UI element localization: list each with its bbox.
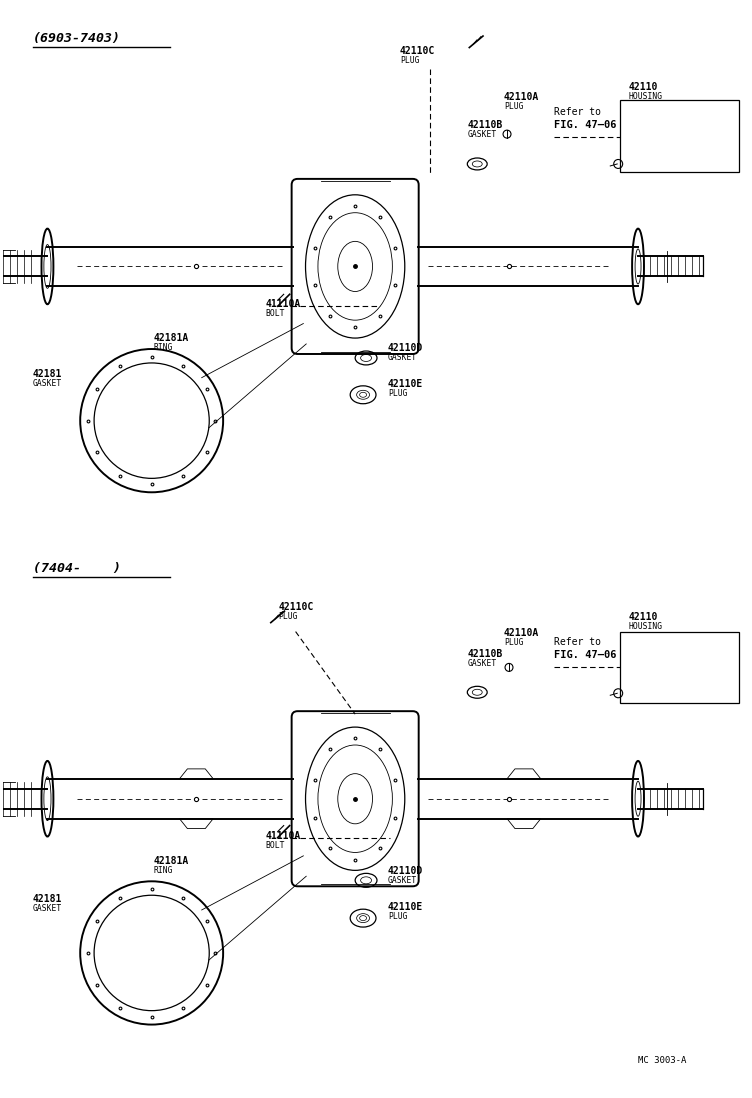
Text: RING: RING [153, 343, 173, 352]
Text: Refer to: Refer to [553, 108, 601, 117]
Text: PLUG: PLUG [388, 912, 408, 921]
Bar [620, 100, 739, 172]
Text: GASKET: GASKET [32, 904, 62, 914]
Text: 42110C: 42110C [279, 602, 314, 612]
Text: 41110A: 41110A [265, 830, 301, 840]
Text: PLUG: PLUG [504, 102, 523, 111]
Text: MC 3003-A: MC 3003-A [638, 1056, 687, 1065]
Text: 42110E: 42110E [388, 379, 423, 389]
Text: BOLT: BOLT [265, 840, 285, 850]
Text: HOUSING: HOUSING [628, 621, 663, 630]
Bar [620, 631, 739, 703]
Text: 42110: 42110 [628, 612, 657, 621]
Text: 41110A: 41110A [265, 300, 301, 310]
Text: HOUSING: HOUSING [628, 92, 663, 101]
Text: FIG. 47–06: FIG. 47–06 [553, 120, 616, 131]
Text: GASKET: GASKET [32, 379, 62, 388]
Text: GASKET: GASKET [467, 131, 496, 139]
Text: 42110D: 42110D [388, 866, 423, 876]
Text: PLUG: PLUG [400, 56, 420, 65]
Text: (7404-    ): (7404- ) [32, 562, 120, 575]
Text: FIG. 47–06: FIG. 47–06 [553, 650, 616, 660]
Text: GASKET: GASKET [388, 876, 417, 885]
Text: Refer to: Refer to [553, 638, 601, 648]
Text: 42110C: 42110C [400, 45, 435, 56]
Text: 42110B: 42110B [467, 649, 502, 660]
Text: GASKET: GASKET [467, 660, 496, 669]
Text: 42181: 42181 [32, 894, 62, 904]
Text: PLUG: PLUG [504, 638, 523, 647]
Text: (6903-7403): (6903-7403) [32, 32, 120, 45]
Text: 42110B: 42110B [467, 120, 502, 131]
Text: 42110E: 42110E [388, 903, 423, 912]
Text: 42181A: 42181A [153, 333, 189, 343]
Text: PLUG: PLUG [388, 389, 408, 397]
Text: PLUG: PLUG [279, 612, 299, 620]
Text: GASKET: GASKET [388, 352, 417, 362]
Text: 42181: 42181 [32, 369, 62, 379]
Text: RING: RING [153, 866, 173, 875]
Text: 42110A: 42110A [504, 628, 539, 638]
Text: 42110: 42110 [628, 82, 657, 92]
Text: BOLT: BOLT [265, 310, 285, 318]
Text: 42110D: 42110D [388, 343, 423, 352]
Text: 42181A: 42181A [153, 856, 189, 866]
Text: 42110A: 42110A [504, 92, 539, 102]
